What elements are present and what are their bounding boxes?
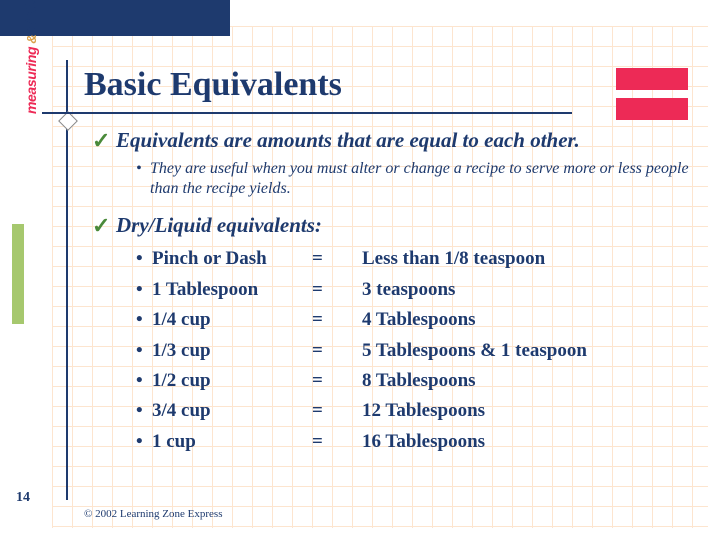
row-right: 4 Tablespoons [362, 305, 700, 335]
row-eq: = [312, 366, 362, 396]
table-row: • 1/3 cup = 5 Tablespoons & 1 teaspoon [136, 336, 700, 366]
table-row: • 1 cup = 16 Tablespoons [136, 427, 700, 457]
row-left: Pinch or Dash [152, 244, 312, 274]
equivalents-table: • Pinch or Dash = Less than 1/8 teaspoon… [136, 244, 700, 457]
row-right: Less than 1/8 teaspoon [362, 244, 700, 274]
sidebar-math: Math [20, 0, 40, 31]
row-bullet: • [136, 275, 152, 305]
content-area: Equivalents are amounts that are equal t… [92, 128, 700, 457]
slide-number: 14 [16, 490, 30, 506]
row-right: 3 teaspoons [362, 275, 700, 305]
table-row: • 1/4 cup = 4 Tablespoons [136, 305, 700, 335]
row-left: 1/3 cup [152, 336, 312, 366]
sidebar-amp: & [24, 35, 39, 44]
row-eq: = [312, 244, 362, 274]
row-right: 8 Tablespoons [362, 366, 700, 396]
row-bullet: • [136, 366, 152, 396]
title-underline [42, 112, 572, 114]
bullet-dry-liquid: Dry/Liquid equivalents: [92, 213, 700, 238]
row-right: 12 Tablespoons [362, 396, 700, 426]
vertical-rule [66, 60, 68, 500]
table-row: • Pinch or Dash = Less than 1/8 teaspoon [136, 244, 700, 274]
row-eq: = [312, 336, 362, 366]
row-bullet: • [136, 305, 152, 335]
row-right: 5 Tablespoons & 1 teaspoon [362, 336, 700, 366]
row-bullet: • [136, 396, 152, 426]
sub-bullet-usage: They are useful when you must alter or c… [136, 159, 700, 199]
row-left: 1 cup [152, 427, 312, 457]
sidebar-green-bar [12, 224, 24, 324]
page-title: Basic Equivalents [84, 66, 342, 104]
row-bullet: • [136, 244, 152, 274]
row-left: 1 Tablespoon [152, 275, 312, 305]
copyright-footer: © 2002 Learning Zone Express [84, 508, 223, 520]
row-right: 16 Tablespoons [362, 427, 700, 457]
table-row: • 1 Tablespoon = 3 teaspoons [136, 275, 700, 305]
sidebar-measuring: measuring [23, 47, 39, 114]
row-eq: = [312, 275, 362, 305]
row-left: 1/4 cup [152, 305, 312, 335]
row-bullet: • [136, 336, 152, 366]
sidebar-text: measuring & Math Kitchen [20, 0, 41, 114]
row-eq: = [312, 305, 362, 335]
bullet-definition: Equivalents are amounts that are equal t… [92, 128, 700, 153]
accent-bars [616, 68, 688, 128]
table-row: • 1/2 cup = 8 Tablespoons [136, 366, 700, 396]
table-row: • 3/4 cup = 12 Tablespoons [136, 396, 700, 426]
row-bullet: • [136, 427, 152, 457]
sidebar-logo: measuring & Math Kitchen [12, 114, 40, 324]
row-eq: = [312, 396, 362, 426]
row-left: 1/2 cup [152, 366, 312, 396]
row-left: 3/4 cup [152, 396, 312, 426]
row-eq: = [312, 427, 362, 457]
